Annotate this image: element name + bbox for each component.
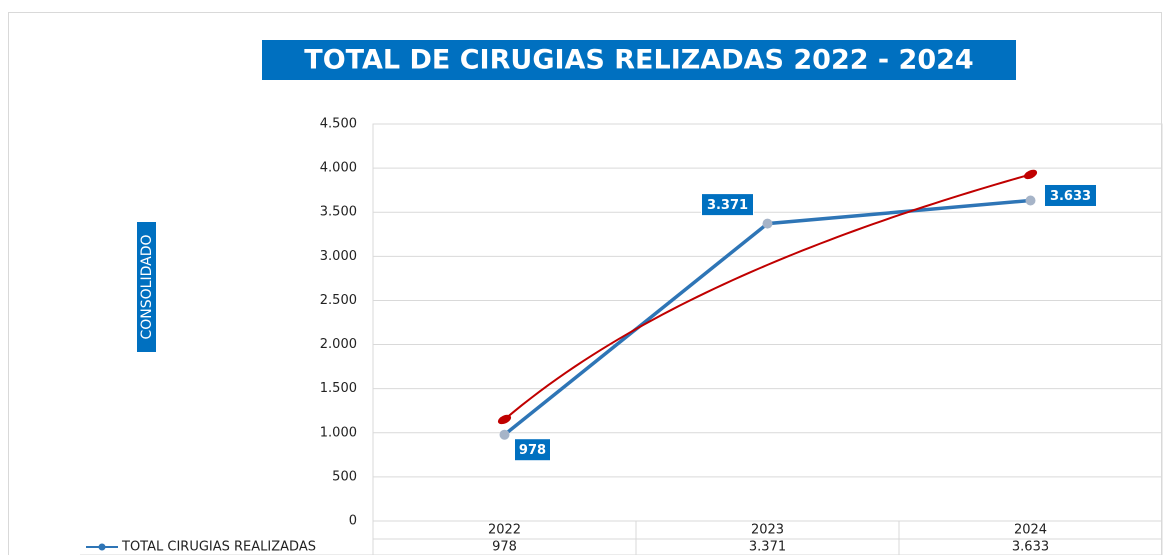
y-tick-label: 3.000 [320, 249, 357, 264]
title-box [262, 40, 1016, 80]
y-tick-label: 500 [332, 469, 357, 484]
table-value: 3.371 [749, 540, 786, 555]
y-tick-label: 2.500 [320, 293, 357, 308]
legend-label: TOTAL CIRUGIAS REALIZADAS [121, 540, 316, 555]
chart-title: TOTAL DE CIRUGIAS RELIZADAS 2022 - 2024 [304, 45, 973, 76]
data-label-box [1044, 183, 1097, 207]
y-tick-label: 1.000 [320, 425, 357, 440]
trendline-end [497, 414, 512, 425]
y-tick-label: 2.000 [320, 337, 357, 352]
point [1025, 195, 1036, 206]
x-tick-label: 2022 [488, 523, 521, 538]
table-value: 3.633 [1012, 540, 1049, 555]
y-tick-label: 0 [349, 514, 357, 529]
y-axis-label: CONSOLIDADO [139, 234, 155, 339]
x-tick-label: 2024 [1014, 523, 1047, 538]
data-label: 3.633 [1050, 189, 1091, 204]
trendline [503, 173, 1031, 421]
table-value: 978 [492, 540, 517, 555]
y-tick-label: 4.000 [320, 161, 357, 176]
y-tick-label: 4.500 [320, 117, 357, 132]
x-tick-label: 2023 [751, 523, 784, 538]
trendline-end [1023, 169, 1038, 180]
legend-key-marker [98, 543, 106, 551]
point [762, 218, 773, 229]
data-label: 978 [519, 443, 546, 458]
data-label-box [701, 193, 754, 217]
point [499, 429, 510, 440]
y-label-box [137, 222, 156, 352]
y-tick-label: 3.500 [320, 205, 357, 220]
y-tick-label: 1.500 [320, 381, 357, 396]
data-label: 3.371 [707, 198, 748, 213]
data-label-box [514, 438, 551, 462]
chart-area [8, 12, 1162, 555]
